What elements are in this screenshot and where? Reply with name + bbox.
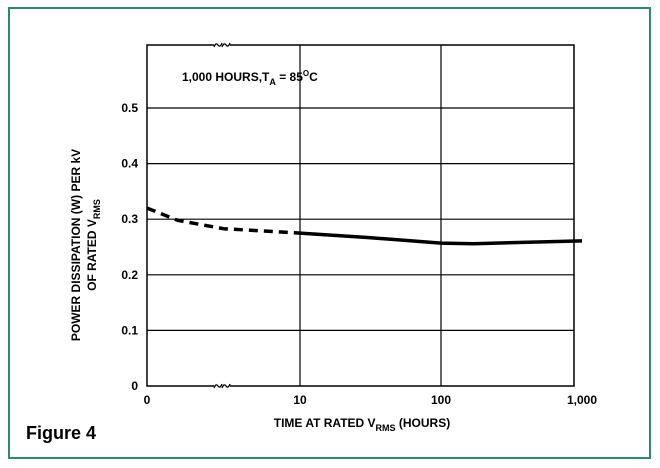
figure-frame: [8, 7, 651, 459]
grid: [147, 45, 574, 386]
axis-break-top: [213, 42, 231, 48]
y-axis-label-line2: OF RATED VRMS: [85, 199, 102, 291]
y-tick-label: 0.1: [121, 323, 138, 337]
series-line-solid: [299, 231, 583, 246]
axis-break-gap: [214, 42, 230, 48]
x-axis-label: TIME AT RATED VRMS (HOURS): [274, 416, 450, 433]
x-tick-label: 10: [293, 393, 307, 407]
x-tick-label: 0: [144, 393, 151, 407]
tick-labels: 0 0.1 0.2 0.3 0.4 0.5 0 10 100 1,000: [121, 101, 597, 407]
x-tick-label: 100: [431, 393, 451, 407]
y-axis-label-line1: POWER DISSIPATION (W) PER kV: [69, 149, 83, 341]
series-line-dashed: [146, 206, 301, 235]
axis-break-mark: [213, 383, 223, 389]
y-tick-label: 0: [131, 379, 138, 393]
annotation: 1,000 HOURS,TA = 85OC: [182, 69, 318, 87]
figure-label: Figure 4: [26, 423, 97, 443]
y-tick-label: 0.2: [121, 268, 138, 282]
axis-break-mark: [221, 383, 231, 389]
axis-break-mark: [221, 42, 231, 48]
axis-break-gap: [214, 383, 230, 389]
y-tick-label: 0.4: [121, 157, 138, 171]
x-tick-label: 1,000: [567, 393, 597, 407]
y-tick-label: 0.5: [121, 101, 138, 115]
plot-border: [146, 44, 575, 387]
series-layer: [146, 206, 583, 246]
axis-break-bottom: [213, 383, 231, 389]
axis-break-mark: [213, 42, 223, 48]
axis-breaks: [213, 42, 231, 389]
axes: [146, 44, 575, 387]
y-tick-label: 0.3: [121, 212, 138, 226]
